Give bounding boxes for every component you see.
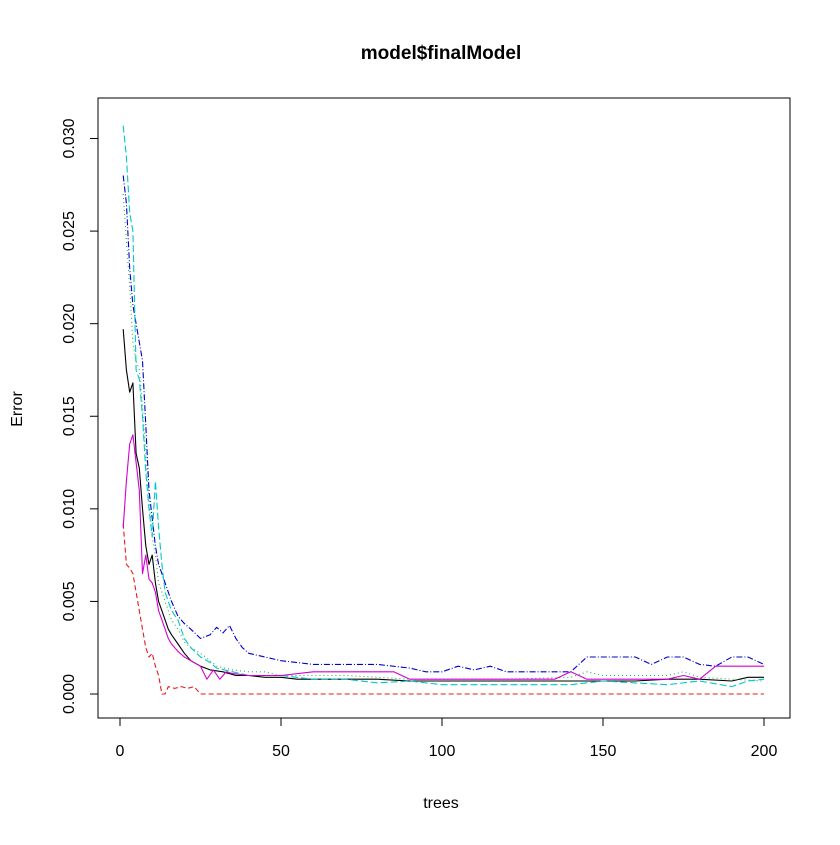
y-tick-label: 0.000 xyxy=(61,674,78,714)
y-tick-label: 0.030 xyxy=(61,118,78,158)
y-tick-label: 0.015 xyxy=(61,396,78,436)
x-tick-label: 200 xyxy=(751,743,778,760)
series-line-2 xyxy=(122,523,764,695)
y-tick-label: 0.005 xyxy=(61,581,78,621)
series-line-1 xyxy=(122,329,764,682)
x-axis: 0 50 100 150 200 xyxy=(116,717,778,760)
chart-title: model$finalModel xyxy=(361,43,521,64)
y-axis: 0.000 0.005 0.010 0.015 0.020 0.025 0.030 xyxy=(61,118,99,714)
y-tick-label: 0.020 xyxy=(61,304,78,344)
series-line-6 xyxy=(122,434,764,680)
series-line-5 xyxy=(122,125,765,688)
y-axis-label: Error xyxy=(9,391,26,427)
y-tick-label: 0.025 xyxy=(61,211,78,251)
series-line-3 xyxy=(122,194,765,682)
plot-frame xyxy=(97,97,791,719)
x-tick-label: 150 xyxy=(590,743,617,760)
x-axis-label: trees xyxy=(423,795,459,812)
plot-area xyxy=(97,97,791,719)
x-tick-label: 100 xyxy=(429,743,456,760)
x-tick-label: 0 xyxy=(116,743,125,760)
y-tick-label: 0.010 xyxy=(61,489,78,529)
x-tick-label: 50 xyxy=(272,743,290,760)
series-group xyxy=(122,125,765,695)
series-line-4 xyxy=(122,175,765,673)
